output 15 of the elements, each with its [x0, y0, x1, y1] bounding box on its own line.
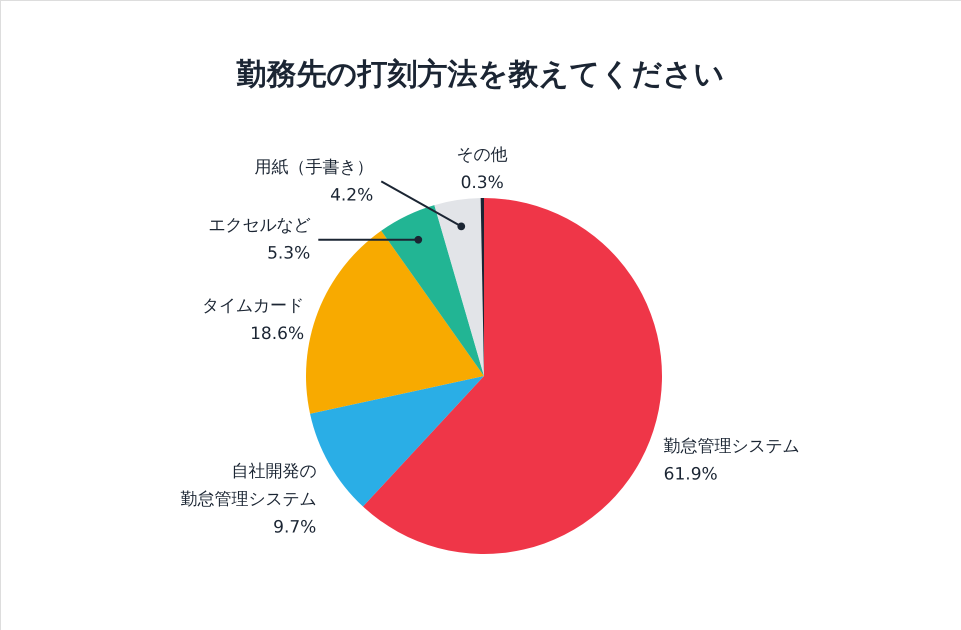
data-label: 9.7% — [273, 518, 316, 538]
data-label: 4.2% — [330, 185, 374, 206]
slice-label: エクセルなど — [208, 216, 310, 236]
data-label: 18.6% — [250, 324, 304, 344]
data-label: 61.9% — [664, 464, 718, 484]
pie-slice — [381, 205, 484, 376]
data-label: 5.3% — [267, 244, 310, 264]
data-label: 0.3% — [460, 173, 504, 194]
slice-label: 勤怠管理システム — [664, 436, 800, 456]
slice-label: 自社開発の勤怠管理システム — [180, 462, 316, 510]
pie-slice — [434, 198, 484, 376]
slice-label: その他 — [456, 145, 508, 166]
slice-label: 用紙（手書き） — [254, 157, 374, 178]
slice-label: タイムカード — [202, 296, 304, 316]
chart-title: 勤務先の打刻方法を教えてください — [236, 57, 724, 92]
